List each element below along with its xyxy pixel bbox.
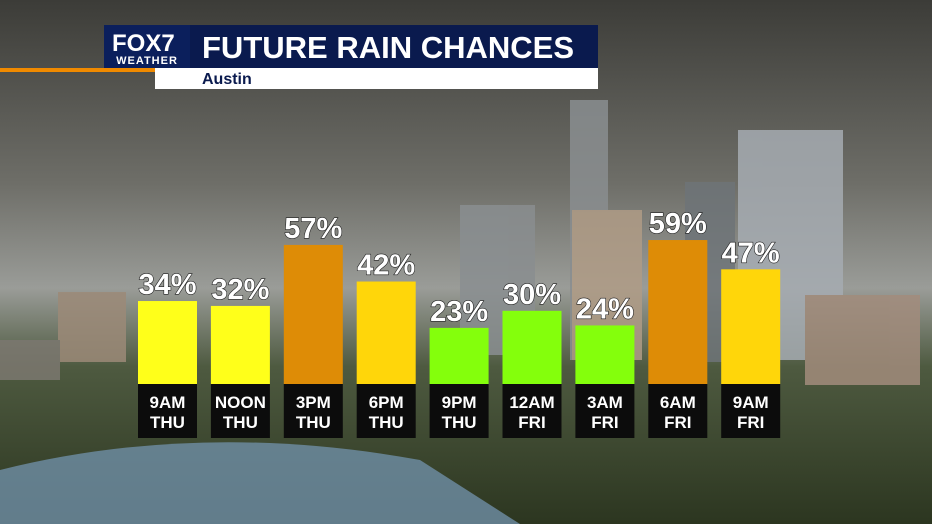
- x-tick-label: THU: [442, 413, 477, 432]
- x-tick-label: 9PM: [442, 393, 477, 412]
- value-label: 30%: [503, 279, 561, 311]
- x-tick-label: FRI: [737, 413, 764, 432]
- x-tick-label: NOON: [215, 393, 266, 412]
- x-tick-label: 6PM: [369, 393, 404, 412]
- skyline: [0, 100, 920, 385]
- title-box: [190, 25, 598, 68]
- value-label: 23%: [430, 296, 488, 328]
- title: FUTURE RAIN CHANCES: [202, 30, 574, 65]
- value-label: 57%: [284, 213, 342, 245]
- river: [0, 442, 520, 524]
- label-box: [356, 384, 416, 438]
- bar: [502, 310, 562, 384]
- label-box: [210, 384, 270, 438]
- bar: [138, 301, 197, 384]
- bar: [210, 305, 270, 384]
- label-box: [721, 384, 781, 438]
- value-label: 24%: [576, 293, 634, 325]
- label-box: [502, 384, 562, 438]
- logo-sub: WEATHER: [116, 55, 178, 67]
- value-label: 59%: [649, 208, 707, 240]
- label-box: [575, 384, 635, 438]
- value-label: 32%: [211, 274, 269, 306]
- location-box: [155, 68, 598, 89]
- label-box: [138, 384, 197, 438]
- value-label: 34%: [138, 269, 196, 301]
- label-box: [648, 384, 708, 438]
- value-label: 42%: [357, 250, 415, 282]
- bar: [283, 244, 343, 384]
- x-tick-label: FRI: [664, 413, 691, 432]
- bar: [575, 325, 635, 384]
- x-tick-label: 12AM: [509, 393, 554, 412]
- x-tick-label: THU: [150, 413, 185, 432]
- location: Austin: [202, 71, 252, 88]
- x-tick-label: THU: [369, 413, 404, 432]
- bar: [356, 281, 416, 384]
- bar: [648, 240, 708, 384]
- x-tick-label: FRI: [591, 413, 618, 432]
- x-tick-label: THU: [296, 413, 331, 432]
- bar: [721, 269, 781, 384]
- x-tick-label: 9AM: [733, 393, 769, 412]
- x-tick-label: 6AM: [660, 393, 696, 412]
- x-tick-label: THU: [223, 413, 258, 432]
- x-tick-label: FRI: [518, 413, 545, 432]
- x-tick-label: 9AM: [150, 393, 186, 412]
- label-box: [429, 384, 489, 438]
- logo-box: [104, 25, 190, 68]
- value-label: 47%: [722, 237, 780, 269]
- bar: [429, 327, 489, 384]
- label-box: [283, 384, 343, 438]
- accent-line: [0, 68, 160, 72]
- x-tick-label: 3AM: [587, 393, 623, 412]
- logo: FOX7: [112, 30, 175, 57]
- x-tick-label: 3PM: [296, 393, 331, 412]
